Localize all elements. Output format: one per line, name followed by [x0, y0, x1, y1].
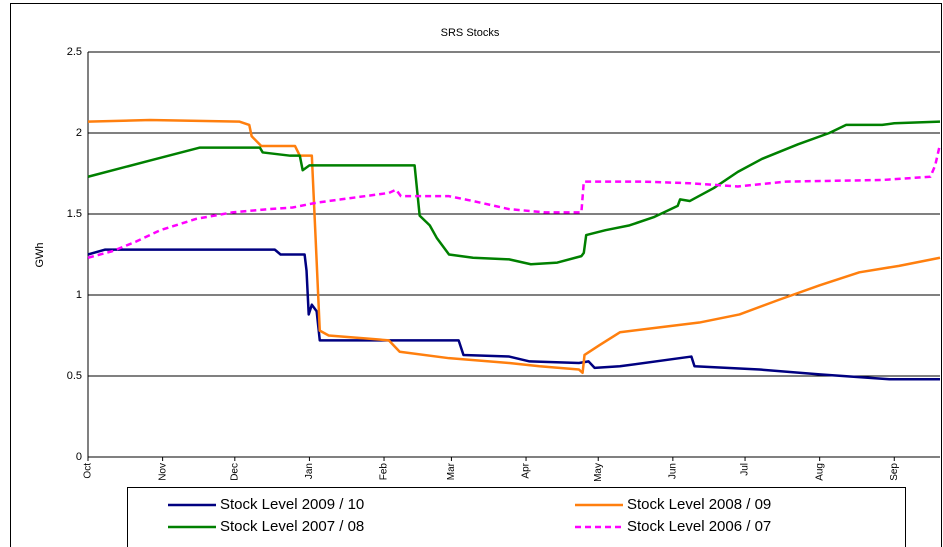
legend-label: Stock Level 2006 / 07	[627, 518, 771, 535]
y-tick-label: 2.5	[67, 46, 82, 58]
chart-title: SRS Stocks	[441, 27, 500, 39]
y-axis-label: GWh	[34, 242, 46, 267]
y-tick-label: 1.5	[67, 208, 82, 220]
y-tick-label: 0	[76, 451, 82, 463]
x-tick-label: Dec	[229, 463, 240, 481]
series-line	[87, 248, 940, 381]
y-tick-label: 2	[76, 127, 82, 139]
y-tick-label: 1	[76, 289, 82, 301]
x-tick-label: Feb	[379, 463, 390, 481]
x-tick-label: Nov	[157, 463, 168, 481]
legend-label: Stock Level 2009 / 10	[220, 496, 364, 513]
x-tick-label: Oct	[83, 463, 94, 479]
series-line	[87, 144, 942, 259]
x-tick-label: Apr	[521, 462, 532, 478]
x-tick-label: Jun	[667, 463, 678, 479]
x-tick-label: Aug	[814, 463, 825, 481]
x-tick-label: Jan	[304, 463, 315, 479]
x-tick-label: Sep	[889, 463, 900, 481]
y-tick-label: 0.5	[67, 370, 82, 382]
legend	[127, 487, 906, 547]
series-line	[87, 118, 941, 375]
x-tick-label: May	[593, 463, 604, 482]
legend-label: Stock Level 2007 / 08	[220, 518, 364, 535]
series-line	[87, 120, 941, 266]
legend-label: Stock Level 2008 / 09	[627, 496, 771, 513]
x-tick-label: Jul	[740, 463, 751, 476]
chart-frame	[10, 3, 942, 547]
x-tick-label: Mar	[446, 462, 457, 480]
